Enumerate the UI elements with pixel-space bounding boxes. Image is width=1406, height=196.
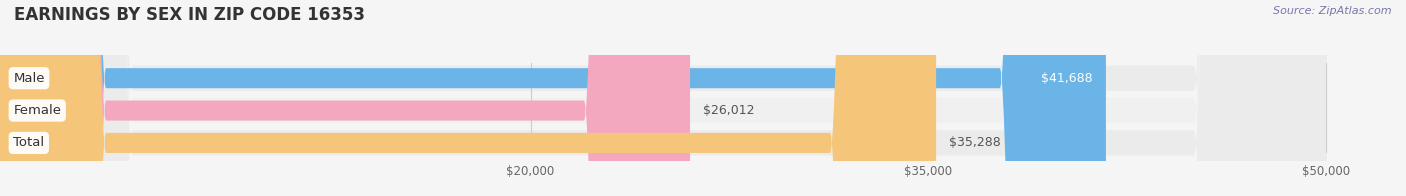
FancyBboxPatch shape	[0, 0, 690, 196]
Text: $26,012: $26,012	[703, 104, 755, 117]
Text: Male: Male	[13, 72, 45, 85]
Text: $35,288: $35,288	[949, 136, 1001, 149]
Text: EARNINGS BY SEX IN ZIP CODE 16353: EARNINGS BY SEX IN ZIP CODE 16353	[14, 6, 366, 24]
Text: Source: ZipAtlas.com: Source: ZipAtlas.com	[1274, 6, 1392, 16]
FancyBboxPatch shape	[0, 0, 1326, 196]
Text: Total: Total	[13, 136, 45, 149]
FancyBboxPatch shape	[0, 0, 1326, 196]
Text: $41,688: $41,688	[1040, 72, 1092, 85]
FancyBboxPatch shape	[0, 0, 1107, 196]
Text: Female: Female	[13, 104, 62, 117]
FancyBboxPatch shape	[0, 0, 936, 196]
FancyBboxPatch shape	[0, 0, 1326, 196]
